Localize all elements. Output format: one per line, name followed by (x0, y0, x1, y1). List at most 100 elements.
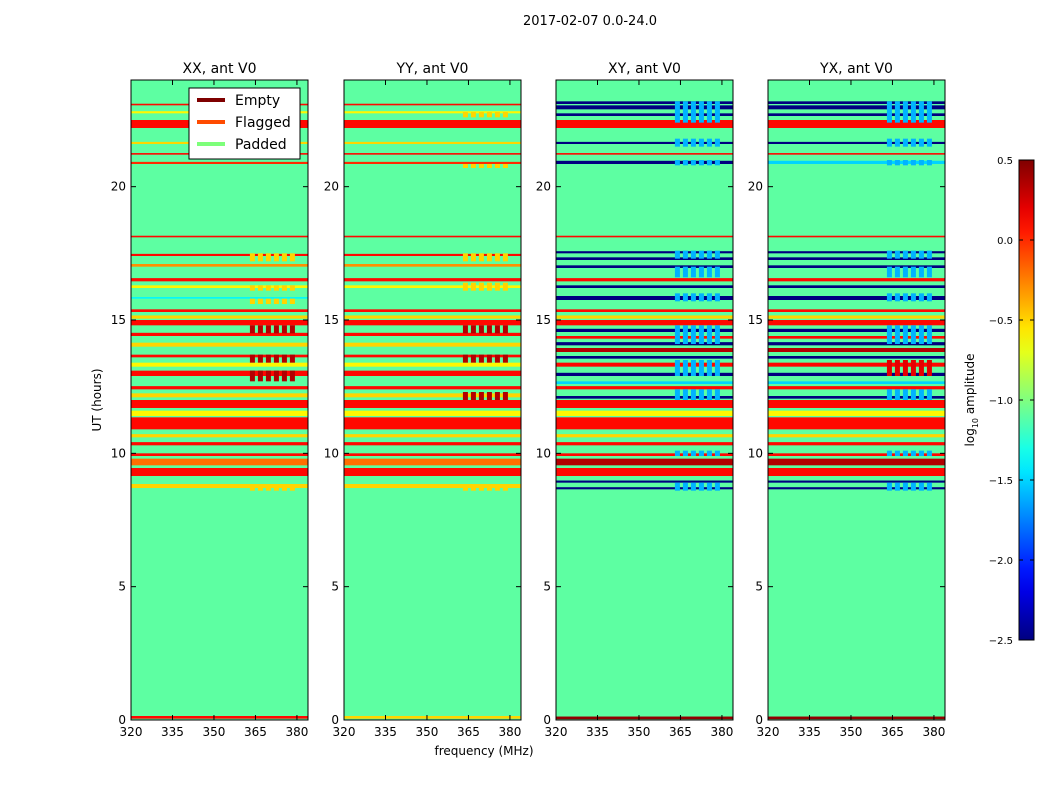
x-tick-label: 335 (586, 725, 609, 739)
data-row (344, 393, 521, 398)
data-row (768, 372, 945, 376)
x-tick-label: 320 (545, 725, 568, 739)
axes-frame (130, 79, 309, 721)
colorbar-tick-label: −2.0 (989, 556, 1013, 567)
data-block-cell (690, 389, 696, 400)
data-block-cell (910, 389, 916, 400)
data-block-cell (886, 101, 892, 123)
data-row (556, 113, 733, 116)
data-row (131, 716, 308, 719)
data-block-cell (249, 253, 255, 262)
y-tick-label: 5 (118, 580, 126, 594)
data-block-cell (674, 325, 680, 344)
data-block-cell (910, 266, 916, 278)
data-block-cell (682, 482, 688, 491)
data-block-cell (502, 484, 508, 491)
data-block-cell (918, 360, 924, 376)
data-block-cell (926, 138, 932, 147)
x-tick-label: 350 (416, 725, 439, 739)
data-block-cell (265, 325, 271, 334)
data-block-cell (462, 392, 468, 400)
x-tick-label: 365 (244, 725, 267, 739)
data-row (131, 332, 308, 336)
data-block-cell (478, 392, 484, 400)
data-row (768, 101, 945, 104)
data-block-cell (918, 293, 924, 302)
data-row (556, 141, 733, 144)
data-block-cell (910, 101, 916, 123)
data-row (768, 265, 945, 268)
data-row (556, 257, 733, 260)
data-block-cell (714, 160, 720, 166)
data-row (344, 354, 521, 358)
data-row (768, 315, 945, 319)
data-block-cell (494, 354, 500, 363)
data-row (131, 458, 308, 466)
data-row (344, 468, 521, 476)
data-row (131, 468, 308, 476)
data-block-cell (714, 250, 720, 259)
data-block-cell (281, 354, 287, 363)
data-block-cell (478, 112, 484, 118)
data-block-cell (714, 293, 720, 302)
data-block-cell (706, 482, 712, 491)
data-block-cell (273, 354, 279, 363)
data-block-cell (494, 112, 500, 118)
colorbar-tick-label: −0.5 (989, 316, 1013, 327)
data-block-cell (894, 389, 900, 400)
data-row (344, 285, 521, 288)
data-row (131, 354, 308, 358)
data-block-cell (902, 325, 908, 344)
x-tick-label: 350 (840, 725, 863, 739)
data-block-cell (289, 354, 295, 363)
data-block-cell (902, 293, 908, 302)
y-tick-label: 10 (536, 446, 551, 460)
data-row (556, 400, 733, 408)
x-tick-label: 335 (374, 725, 397, 739)
data-row (344, 458, 521, 466)
legend-label: Flagged (235, 115, 291, 131)
x-tick-label: 350 (203, 725, 226, 739)
data-block-cell (918, 250, 924, 259)
data-row (556, 487, 733, 490)
data-row (556, 328, 733, 332)
panel-title: XY, ant V0 (608, 61, 681, 77)
y-tick-label: 5 (543, 580, 551, 594)
data-row (768, 336, 945, 339)
data-row (131, 434, 308, 438)
data-block-cell (494, 325, 500, 334)
data-block-cell (714, 101, 720, 123)
data-row (344, 434, 521, 438)
data-block-cell (486, 325, 492, 334)
data-row (556, 153, 733, 155)
data-row (556, 356, 733, 359)
data-row (131, 370, 308, 376)
data-block-cell (257, 354, 263, 363)
data-block-cell (902, 266, 908, 278)
x-tick-label: 335 (798, 725, 821, 739)
data-block-cell (682, 160, 688, 166)
data-row (131, 442, 308, 446)
data-block-cell (918, 101, 924, 123)
data-block-cell (486, 392, 492, 400)
data-block-cell (902, 101, 908, 123)
data-row (768, 458, 945, 466)
data-row (344, 332, 521, 336)
data-row (768, 309, 945, 312)
data-block-cell (273, 484, 279, 491)
data-block-cell (690, 450, 696, 456)
data-row (344, 410, 521, 416)
data-block-cell (281, 484, 287, 491)
colorbar-label: log10 amplitude (963, 354, 980, 447)
data-block-cell (494, 392, 500, 400)
data-row (768, 251, 945, 254)
data-block-cell (894, 266, 900, 278)
data-block-cell (714, 389, 720, 400)
data-block-cell (910, 450, 916, 456)
data-row (556, 458, 733, 466)
data-row (344, 453, 521, 456)
data-block-cell (926, 450, 932, 456)
data-row (131, 342, 308, 347)
data-block-cell (886, 138, 892, 147)
data-row (344, 315, 521, 319)
